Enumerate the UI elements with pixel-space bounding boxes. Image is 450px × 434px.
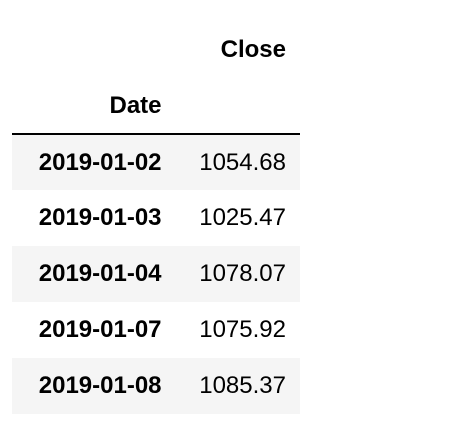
cell-close: 1025.47 bbox=[199, 204, 286, 231]
cell-close: 1078.07 bbox=[199, 260, 286, 287]
table-body: 2019-01-02 1054.68 2019-01-03 1025.47 20… bbox=[12, 134, 300, 414]
row-index: 2019-01-04 bbox=[38, 260, 162, 287]
dataframe-table: Close Date 2019-01-02 1054.68 2019-01-03… bbox=[12, 22, 300, 414]
index-name-row: Date bbox=[12, 78, 300, 135]
cell-close: 1085.37 bbox=[199, 372, 286, 399]
cell-close: 1054.68 bbox=[199, 148, 286, 176]
table-row: 2019-01-04 1078.07 bbox=[12, 246, 300, 302]
row-index: 2019-01-08 bbox=[38, 372, 162, 399]
index-name: Date bbox=[12, 78, 176, 135]
index-header-blank bbox=[12, 22, 176, 78]
column-header-close: Close bbox=[220, 36, 286, 63]
cell-close: 1075.92 bbox=[199, 316, 286, 343]
row-index: 2019-01-02 bbox=[38, 148, 162, 176]
row-index: 2019-01-03 bbox=[38, 204, 162, 231]
table-row: 2019-01-02 1054.68 bbox=[12, 134, 300, 190]
row-index: 2019-01-07 bbox=[38, 316, 162, 343]
table-row: 2019-01-07 1075.92 bbox=[12, 302, 300, 358]
table-row: 2019-01-08 1085.37 bbox=[12, 358, 300, 414]
index-name-blank bbox=[175, 78, 300, 135]
column-header-row: Close bbox=[12, 22, 300, 78]
table-header: Close Date bbox=[12, 22, 300, 135]
table-row: 2019-01-03 1025.47 bbox=[12, 190, 300, 246]
